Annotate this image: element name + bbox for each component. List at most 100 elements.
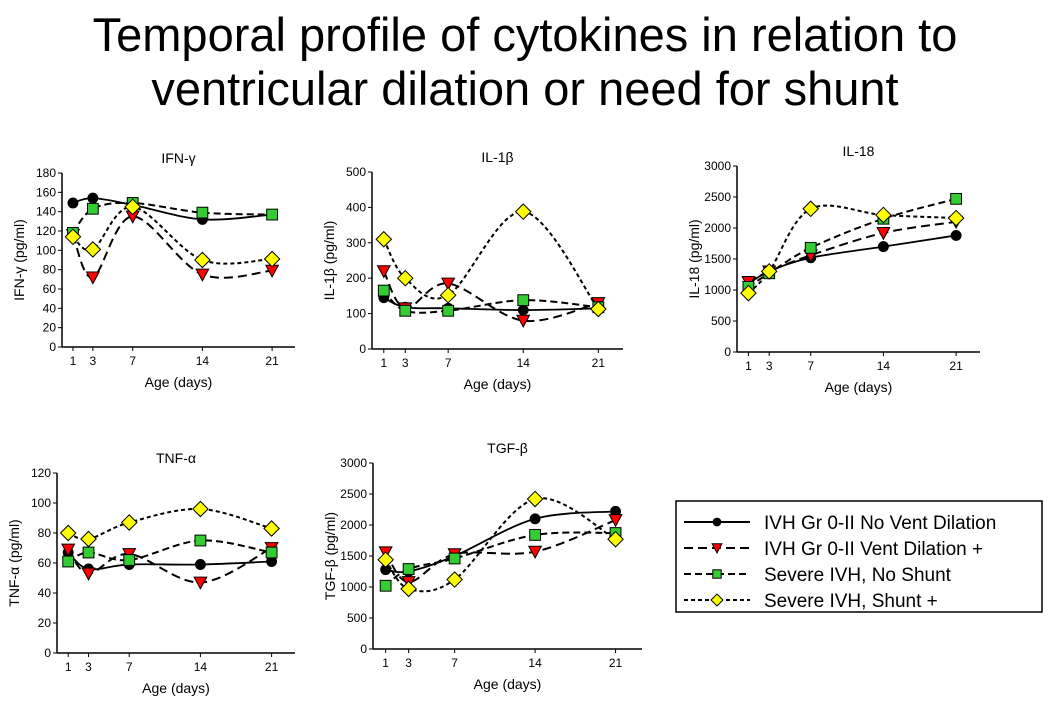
data-point-circle <box>529 513 541 525</box>
y-axis-label: IFN-γ (pg/ml) <box>11 219 27 301</box>
series-line-3 <box>382 210 600 310</box>
data-point-square <box>82 546 95 559</box>
x-tick-label: 3 <box>90 354 97 368</box>
data-point-diamond <box>84 241 102 258</box>
data-point-triangle <box>85 271 101 285</box>
data-point-square <box>950 192 963 205</box>
data-point-square <box>804 241 817 254</box>
y-tick-label: 180 <box>36 166 56 180</box>
data-point-diamond <box>192 500 209 518</box>
series-line-2 <box>67 539 272 563</box>
series-line-2 <box>383 289 599 314</box>
data-point-triangle <box>608 514 623 528</box>
legend-label-3: Severe IVH, Shunt + <box>764 591 938 612</box>
data-point-square <box>399 304 412 317</box>
x-tick-label: 14 <box>528 656 542 670</box>
data-point-diamond <box>400 580 417 598</box>
series-line-0 <box>385 510 616 574</box>
y-tick-label: 120 <box>31 466 51 480</box>
data-point-circle <box>950 229 962 241</box>
y-tick-label: 1500 <box>704 252 731 266</box>
y-tick-label: 40 <box>43 301 57 315</box>
data-point-diamond <box>194 251 211 269</box>
x-tick-label: 21 <box>949 359 963 373</box>
data-point-diamond <box>64 228 82 246</box>
y-tick-label: 60 <box>43 282 57 296</box>
series-line-2 <box>385 531 616 587</box>
figure-title-line-2: ventricular dilation or need for shunt <box>151 62 899 115</box>
legend-box <box>675 500 1043 613</box>
x-tick-label: 3 <box>405 656 412 670</box>
x-tick-label: 21 <box>265 660 279 674</box>
y-tick-label: 3000 <box>704 159 731 173</box>
series-line-1 <box>384 519 616 584</box>
data-point-square <box>86 202 99 215</box>
x-tick-label: 7 <box>126 660 133 674</box>
y-tick-label: 40 <box>38 586 52 600</box>
data-point-diamond <box>526 490 544 508</box>
y-tick-label: 0 <box>360 642 367 656</box>
data-point-square <box>529 529 541 541</box>
panel-title: TGF-β <box>487 440 528 456</box>
data-point-square <box>448 552 461 565</box>
data-point-triangle <box>81 567 96 581</box>
legend: IVH Gr 0-II No Vent Dilation IVH Gr 0-II … <box>675 500 1043 613</box>
y-tick-label: 80 <box>43 263 57 277</box>
data-point-diamond <box>514 203 532 221</box>
y-tick-label: 300 <box>346 236 366 250</box>
data-point-diamond <box>80 530 97 548</box>
y-tick-label: 2500 <box>704 190 731 204</box>
x-tick-label: 14 <box>196 354 210 368</box>
data-point-square <box>402 563 415 575</box>
y-tick-label: 1500 <box>340 549 367 563</box>
y-tick-label: 1000 <box>704 283 731 297</box>
x-tick-label: 3 <box>402 356 409 370</box>
data-point-diamond <box>589 300 607 318</box>
data-point-square <box>123 554 136 566</box>
x-axis-label: Age (days) <box>474 676 542 692</box>
data-point-square <box>377 284 390 297</box>
series-line-1 <box>72 215 273 279</box>
x-tick-label: 7 <box>445 356 452 370</box>
x-tick-label: 14 <box>517 356 531 370</box>
data-point-triangle <box>441 277 456 291</box>
y-tick-label: 2000 <box>340 518 367 532</box>
data-point-diamond <box>124 198 142 216</box>
chart-panel-0: IFN-γ 0 20 40 60 80 100 120 140 160 180 1 3 7 14 21 Age … <box>11 150 295 390</box>
panel-title: TNF-α <box>156 450 196 466</box>
data-point-diamond <box>446 571 463 588</box>
x-tick-label: 1 <box>382 656 389 670</box>
data-point-diamond <box>947 209 965 227</box>
y-tick-label: 60 <box>38 556 52 570</box>
x-tick-label: 3 <box>766 359 773 373</box>
series-line-2 <box>747 197 957 288</box>
x-tick-label: 1 <box>70 354 77 368</box>
x-tick-label: 1 <box>745 359 752 373</box>
y-tick-label: 400 <box>346 200 366 214</box>
x-tick-label: 14 <box>877 359 891 373</box>
data-point-circle <box>517 304 529 316</box>
data-point-diamond <box>875 206 892 224</box>
figure-title: Temporal profile of cytokines in relatio… <box>0 8 1050 116</box>
panel-title: IL-18 <box>843 143 875 159</box>
y-axis-label: TGF-β (pg/ml) <box>322 512 338 600</box>
y-tick-label: 2000 <box>704 221 731 235</box>
y-tick-label: 200 <box>346 271 366 285</box>
x-tick-label: 21 <box>265 354 279 368</box>
data-point-square <box>712 569 722 579</box>
y-axis-label: TNF-α (pg/ml) <box>6 519 22 606</box>
y-tick-label: 500 <box>347 611 367 625</box>
y-tick-label: 100 <box>346 307 366 321</box>
data-point-diamond <box>263 520 280 537</box>
y-tick-label: 0 <box>49 340 56 354</box>
legend-label-1: IVH Gr 0-II Vent Dilation + <box>764 539 983 560</box>
data-point-square <box>266 208 278 221</box>
data-point-diamond <box>439 286 457 304</box>
x-tick-label: 21 <box>592 356 606 370</box>
data-point-diamond <box>59 524 77 542</box>
y-tick-label: 160 <box>36 185 56 199</box>
y-tick-label: 100 <box>36 243 56 257</box>
data-point-triangle <box>61 543 76 557</box>
chart-panel-3: TNF-α 0 20 40 60 80 100 120 1 3 7 14 21 Age (days) TNF… <box>6 450 295 696</box>
series-line-1 <box>382 270 599 323</box>
